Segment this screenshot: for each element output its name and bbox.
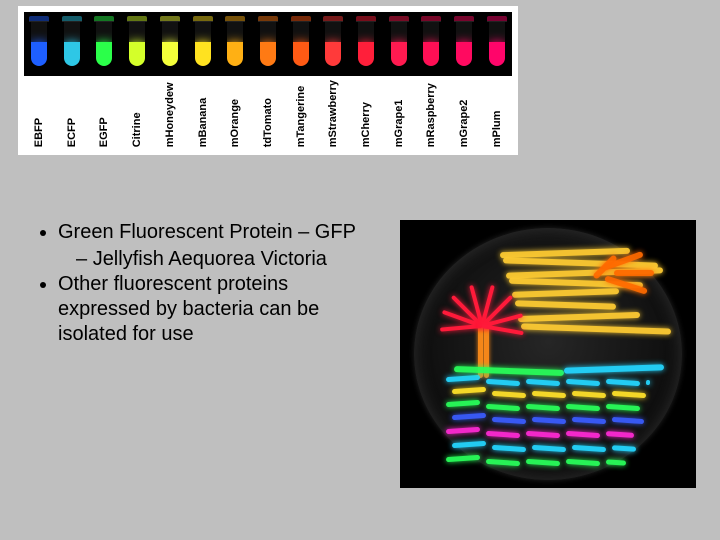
tube [290, 16, 312, 66]
tube [322, 16, 344, 66]
bacteria-streak [452, 387, 486, 394]
bullet-item: Other fluorescent proteins expressed by … [58, 272, 370, 347]
tube-label: Citrine [126, 80, 148, 147]
tube [486, 16, 508, 66]
bacteria-streak [646, 380, 650, 385]
tube-label: mOrange [224, 80, 246, 147]
bacteria-streak [606, 379, 640, 386]
bullet-text: Other fluorescent proteins expressed by … [58, 273, 319, 345]
tube-label: mGrape1 [388, 80, 410, 147]
bacteria-streak [532, 417, 566, 424]
tube-label: mCherry [355, 80, 377, 147]
bacteria-streak [606, 404, 640, 411]
bacteria-streak [526, 404, 560, 411]
tube-labels: EBFP ECFP EGFP Citrine mHoneydew mBanana mOran… [24, 76, 512, 147]
fluorescent-protein-spectrum: EBFP ECFP EGFP Citrine mHoneydew mBanana mOran… [18, 6, 518, 155]
bacteria-streak [572, 417, 606, 424]
tube [126, 16, 148, 66]
bacteria-streak [512, 288, 619, 297]
bacteria-streak [526, 459, 560, 466]
bacteria-streak [521, 323, 671, 334]
bacteria-streak [612, 391, 646, 398]
tube [192, 16, 214, 66]
bacteria-streak [614, 270, 654, 276]
tube-label: mPlum [486, 80, 508, 147]
bacteria-streak [452, 441, 486, 448]
tube [355, 16, 377, 66]
petri-dish [414, 228, 682, 480]
petri-dish-art [400, 220, 696, 488]
bacteria-streak [446, 427, 480, 434]
tube [420, 16, 442, 66]
tube-label: ECFP [61, 80, 83, 147]
bacteria-streak [452, 413, 486, 420]
tube [28, 16, 50, 66]
tube-label: tdTomato [257, 80, 279, 147]
bacteria-streak [612, 445, 636, 452]
tube-label: mStrawberry [322, 80, 344, 147]
bacteria-streak [566, 379, 600, 386]
bacteria-streak [446, 455, 480, 462]
tube-label: mTangerine [290, 80, 312, 147]
bacteria-streak [532, 445, 566, 452]
tube [224, 16, 246, 66]
tube-label: mGrape2 [453, 80, 475, 147]
tube-row [24, 12, 512, 76]
bacteria-streak [606, 431, 634, 438]
tube-label: mRaspberry [420, 80, 442, 147]
bacteria-streak [606, 459, 626, 465]
bacteria-streak [446, 400, 480, 407]
bacteria-streak [572, 391, 606, 398]
bacteria-streak [572, 445, 606, 452]
bacteria-streak [492, 417, 526, 424]
tube [61, 16, 83, 66]
bacteria-streak [446, 375, 480, 382]
bacteria-streak [566, 459, 600, 466]
bacteria-streak [492, 391, 526, 398]
bacteria-streak [515, 300, 616, 309]
bacteria-streak [486, 404, 520, 411]
bacteria-streak [486, 431, 520, 438]
tube-label: EBFP [28, 80, 50, 147]
bullet-item: Green Fluorescent Protein – GFP Jellyfis… [58, 220, 370, 272]
tube [257, 16, 279, 66]
bacteria-streak [566, 431, 600, 438]
bacteria-streak [518, 312, 640, 322]
bacteria-streak [532, 391, 566, 398]
tube-label: mBanana [192, 80, 214, 147]
tube-label: mHoneydew [159, 80, 181, 147]
bacteria-streak [526, 431, 560, 438]
bacteria-streak [526, 379, 560, 386]
tube [159, 16, 181, 66]
bacteria-streak [492, 445, 526, 452]
bullet-list: Green Fluorescent Protein – GFP Jellyfis… [30, 220, 370, 347]
tube-label: EGFP [93, 80, 115, 147]
bacteria-streak [564, 364, 664, 373]
bullet-text: Green Fluorescent Protein – GFP [58, 221, 356, 243]
bacteria-streak [612, 417, 644, 424]
bacteria-streak [486, 379, 520, 386]
bacteria-streak [486, 459, 520, 466]
tube [388, 16, 410, 66]
tube [93, 16, 115, 66]
bacteria-streak [566, 404, 600, 411]
tube [453, 16, 475, 66]
bullet-sub-text: Jellyfish Aequorea Victoria [93, 248, 327, 270]
bullet-sub-item: Jellyfish Aequorea Victoria [76, 247, 370, 272]
